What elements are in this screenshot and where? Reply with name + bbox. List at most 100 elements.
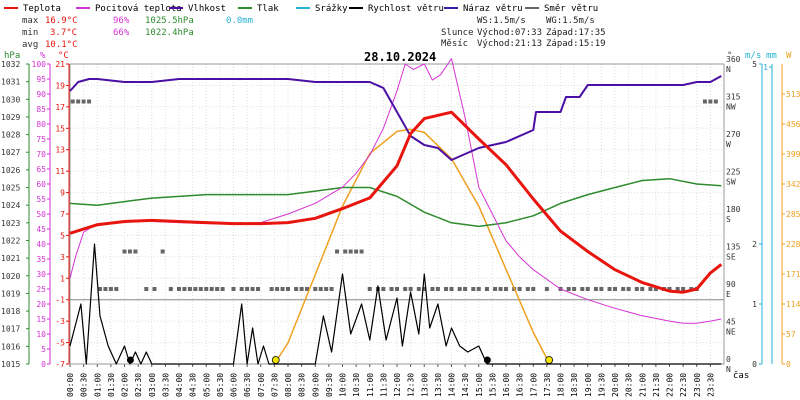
wind-speed-info: WS:1.5m/s bbox=[477, 16, 526, 26]
wind-direction-dot bbox=[122, 249, 127, 254]
stats-min-pressure: 1022.4hPa bbox=[145, 28, 194, 38]
time-tick-label: 00:00 bbox=[66, 373, 75, 397]
pressure-tick-label: 1031 bbox=[1, 78, 20, 87]
time-tick-label: 06:30 bbox=[243, 373, 252, 397]
stats-max-rain: 0.0mm bbox=[226, 16, 253, 26]
time-tick-label: 04:00 bbox=[175, 373, 184, 397]
wind-direction-dot bbox=[653, 287, 658, 291]
temp-tick-label: 15 bbox=[55, 124, 65, 133]
left-axes: 1015101610171018101910201021102210231024… bbox=[1, 60, 70, 369]
wind-direction-dot bbox=[103, 287, 108, 291]
sun-marker bbox=[271, 356, 280, 364]
wind-direction-dot bbox=[286, 287, 290, 291]
wind-direction-dot bbox=[182, 287, 187, 291]
stats-max-humidity: 96% bbox=[113, 16, 130, 26]
wind-direction-dot bbox=[275, 287, 280, 291]
wind-unit: m/s bbox=[745, 51, 761, 61]
wind-direction-dot bbox=[133, 249, 138, 254]
moon-rise: Východ:21:13 bbox=[477, 39, 542, 49]
direction-tick-label: 90 bbox=[726, 280, 736, 289]
time-tick-label: 22:30 bbox=[679, 373, 688, 397]
direction-tick-label: 0 bbox=[726, 355, 731, 364]
wind-direction-dot bbox=[621, 287, 626, 291]
wind-direction-dot bbox=[335, 249, 340, 254]
wind-direction-dot bbox=[245, 287, 250, 291]
wind-direction-dot bbox=[585, 287, 590, 291]
humidity-tick-label: 50 bbox=[36, 210, 46, 219]
humidity-tick-label: 0 bbox=[41, 360, 46, 369]
wind-direction-dot bbox=[348, 249, 353, 254]
grid bbox=[69, 63, 725, 365]
wind-direction-dot bbox=[250, 287, 255, 291]
wind-direction-dot bbox=[566, 287, 571, 291]
direction-tick-label: 225 bbox=[726, 168, 741, 177]
pressure-tick-label: 1023 bbox=[1, 219, 20, 228]
wind-direction-dot bbox=[81, 99, 86, 104]
time-tick-label: 06:00 bbox=[230, 373, 239, 397]
wind-direction-dot bbox=[324, 287, 329, 291]
wind-direction-dot bbox=[318, 287, 323, 291]
wind-direction-dot bbox=[593, 287, 598, 291]
temp-tick-label: 9 bbox=[60, 189, 65, 198]
pressure-tick-label: 1030 bbox=[1, 95, 20, 104]
wind-direction-dot bbox=[177, 287, 181, 291]
wind-direction-dot bbox=[517, 287, 522, 291]
wind-direction-dot bbox=[430, 287, 435, 291]
temp-tick-label: -7 bbox=[55, 360, 65, 369]
direction-cardinal-label: SW bbox=[726, 178, 736, 187]
humidity-tick-label: 85 bbox=[36, 105, 46, 114]
legend-label: Náraz větru bbox=[463, 4, 523, 14]
temp-tick-label: -5 bbox=[55, 339, 65, 348]
humidity-tick-label: 15 bbox=[36, 315, 46, 324]
wind-direction-dot bbox=[544, 287, 549, 291]
temp-tick-label: 1 bbox=[60, 274, 65, 283]
plot-area bbox=[69, 58, 725, 365]
time-tick-label: 13:30 bbox=[434, 373, 443, 397]
wind-direction-dot bbox=[381, 287, 386, 291]
wind-direction-dot bbox=[476, 287, 481, 291]
direction-tick-label: 315 bbox=[726, 93, 741, 102]
direction-tick-label: 180 bbox=[726, 205, 741, 214]
pressure-tick-label: 1016 bbox=[1, 342, 20, 351]
solar-tick-label: 57 bbox=[786, 330, 796, 339]
direction-unit: ° bbox=[727, 51, 732, 61]
wind-direction-dot bbox=[187, 287, 192, 291]
stats-min-temp: 3.7°C bbox=[50, 28, 77, 38]
time-tick-label: 16:30 bbox=[516, 373, 525, 397]
direction-tick-label: 45 bbox=[726, 318, 736, 327]
time-tick-label: 14:00 bbox=[448, 373, 457, 397]
wind-direction-dot bbox=[294, 287, 299, 291]
direction-tick-label: 360 bbox=[726, 55, 741, 64]
temp-tick-label: 3 bbox=[60, 253, 65, 262]
direction-cardinal-label: NW bbox=[726, 103, 736, 112]
time-tick-label: 01:30 bbox=[107, 373, 116, 397]
sun-set: Západ:17:35 bbox=[546, 28, 606, 38]
solar-line bbox=[273, 128, 551, 365]
wind-direction-dot bbox=[127, 249, 132, 254]
humidity-tick-label: 80 bbox=[36, 120, 46, 129]
time-tick-label: 23:00 bbox=[693, 373, 702, 397]
rain-tick-label: 1 bbox=[763, 63, 768, 72]
wind-direction-dot bbox=[702, 99, 707, 104]
pressure-tick-label: 1015 bbox=[1, 360, 20, 369]
wind-direction-dot bbox=[354, 249, 359, 254]
wind-direction-dot bbox=[114, 287, 119, 291]
pressure-tick-label: 1025 bbox=[1, 184, 20, 193]
time-tick-label: 14:30 bbox=[461, 373, 470, 397]
time-tick-label: 20:30 bbox=[625, 373, 634, 397]
time-tick-label: 12:30 bbox=[407, 373, 416, 397]
direction-cardinal-label: N bbox=[726, 65, 731, 74]
solar-tick-label: 0 bbox=[786, 360, 791, 369]
solar-tick-label: 456 bbox=[786, 120, 800, 129]
time-tick-label: 04:30 bbox=[189, 373, 198, 397]
temp-tick-label: 17 bbox=[55, 103, 65, 112]
temp-tick-label: 7 bbox=[60, 210, 65, 219]
wind-direction-dot bbox=[531, 287, 536, 291]
solar-tick-label: 342 bbox=[786, 180, 800, 189]
time-tick-label: 05:30 bbox=[216, 373, 225, 397]
humidity-tick-label: 45 bbox=[36, 225, 46, 234]
wind-direction-dot bbox=[280, 287, 285, 291]
legend-label: Tlak bbox=[257, 4, 279, 14]
stats-block: max 16.9°C 96% 1025.5hPa 0.0mm min 3.7°C… bbox=[22, 16, 253, 50]
